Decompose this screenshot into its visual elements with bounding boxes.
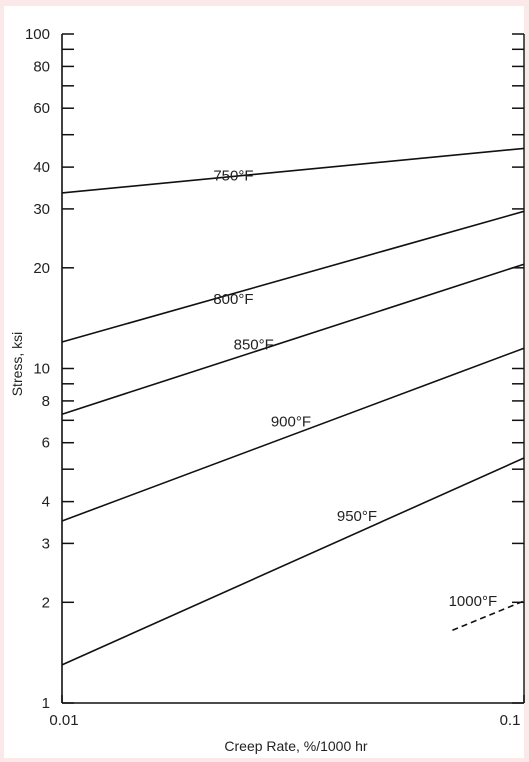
y-tick-label: 8: [42, 393, 50, 410]
x-tick-label: 0.01: [49, 712, 78, 729]
y-tick-label: 1: [42, 695, 50, 712]
y-tick-label: 6: [42, 435, 50, 452]
y-tick-label: 40: [33, 159, 50, 176]
series-line: [61, 210, 525, 343]
ticks: 1 2 3 4 6 8 10 20 30 40 60 80 100 0.01 0.1: [25, 26, 525, 729]
y-tick-label: 60: [33, 100, 50, 117]
series-line: [61, 457, 525, 666]
y-tick-label: 10: [33, 361, 50, 378]
series-label: 950°F: [337, 508, 377, 525]
series: [61, 147, 525, 666]
x-tick-label: 0.1: [500, 712, 521, 729]
series-line: [452, 600, 525, 632]
y-tick-label: 80: [33, 58, 50, 75]
series-label: 900°F: [271, 414, 311, 431]
series-line: [61, 347, 525, 522]
series-line: [61, 263, 525, 415]
series-label: 750°F: [213, 167, 253, 184]
series-label: 1000°F: [449, 593, 498, 610]
y-tick-label: 30: [33, 201, 50, 218]
y-tick-label: 3: [42, 535, 50, 552]
y-tick-label: 4: [42, 494, 50, 511]
y-axis-title: Stress, ksi: [9, 332, 25, 397]
series-line: [61, 147, 525, 194]
series-label: 850°F: [234, 336, 274, 353]
labels: 750°F 800°F 850°F 900°F 950°F 1000°F: [213, 167, 497, 610]
y-tick-label: 20: [33, 260, 50, 277]
y-tick-label: 100: [25, 26, 50, 43]
series-label: 800°F: [213, 291, 253, 308]
x-axis-title: Creep Rate, %/1000 hr: [224, 738, 368, 754]
plot-panel: [4, 6, 524, 758]
y-tick-label: 2: [42, 594, 50, 611]
